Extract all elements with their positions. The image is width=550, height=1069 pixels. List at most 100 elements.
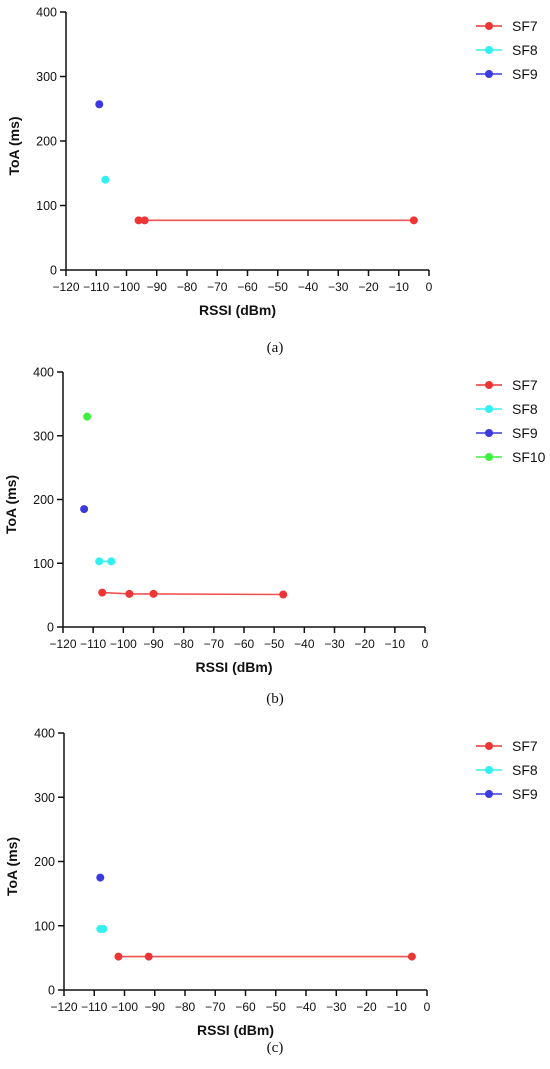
chart-2-y-tick-label: 400 xyxy=(34,727,55,741)
chart-0-data-point xyxy=(101,175,110,184)
chart-0-x-tick-label: −10 xyxy=(389,280,410,294)
chart-1-x-tick-label: −110 xyxy=(80,637,106,651)
chart-0-x-tick-label: −90 xyxy=(147,280,168,294)
chart-0-data-point xyxy=(409,216,418,225)
chart-1-x-tick-label: −40 xyxy=(294,637,315,651)
chart-0-x-tick-label: −60 xyxy=(237,280,258,294)
chart-2-x-tick-label: −100 xyxy=(111,1000,138,1014)
chart-1-series-line xyxy=(102,591,284,596)
chart-2-x-tick-label: −20 xyxy=(356,1000,377,1014)
chart-1-series-sf9 xyxy=(80,505,89,514)
chart-0-x-tick-label: 0 xyxy=(426,280,433,294)
chart-1-x-tick-label: −80 xyxy=(173,637,194,651)
chart-1-x-tick-label: −70 xyxy=(204,637,225,651)
chart-2-data-point xyxy=(96,873,105,882)
chart-0-legend-swatch-marker xyxy=(485,22,493,30)
chart-0-y-axis-label: ToA (ms) xyxy=(6,116,22,175)
chart-1-data-point xyxy=(95,557,104,566)
chart-1-y-tick-label: 200 xyxy=(33,493,54,507)
chart-0-data-point xyxy=(140,216,149,225)
chart-0-x-tick-label: −110 xyxy=(83,280,109,294)
chart-0-legend-label: SF7 xyxy=(512,18,538,34)
chart-2-y-tick-label: 0 xyxy=(48,984,55,998)
chart-0-y-tick-label: 400 xyxy=(36,6,57,20)
chart-0-x-tick-label: −30 xyxy=(328,280,349,294)
chart-0-x-axis-label: RSSI (dBm) xyxy=(199,302,276,318)
chart-2-legend-label: SF9 xyxy=(512,786,538,802)
chart-2-data-point xyxy=(114,952,123,961)
chart-1-y-tick-label: 300 xyxy=(33,429,54,443)
chart-1-y-tick-label: 100 xyxy=(33,557,54,571)
chart-0-legend-label: SF9 xyxy=(512,66,538,82)
chart-1-data-point xyxy=(279,590,288,599)
chart-0-x-tick-label: −80 xyxy=(177,280,198,294)
chart-0-x-tick-label: −40 xyxy=(298,280,319,294)
chart-0-data-point xyxy=(95,100,104,109)
chart-1-legend-label: SF8 xyxy=(512,401,538,417)
chart-2-data-point xyxy=(407,952,416,961)
chart-1-panel-label: (b) xyxy=(266,691,284,707)
chart-0-y-tick-label: 300 xyxy=(36,70,57,84)
chart-2-x-tick-label: −40 xyxy=(296,1000,317,1014)
chart-2-y-tick-label: 300 xyxy=(34,791,55,805)
chart-0-x-tick-label: −100 xyxy=(113,280,140,294)
chart-1-x-tick-label: −10 xyxy=(385,637,406,651)
chart-1-legend-swatch-marker xyxy=(485,381,493,389)
chart-0-y-tick-label: 0 xyxy=(50,264,57,278)
chart-0-data-point xyxy=(134,216,143,225)
chart-1-legend-label: SF10 xyxy=(512,449,546,465)
chart-0-series-sf9 xyxy=(95,100,104,109)
chart-1-data-point xyxy=(125,589,134,598)
chart-2-legend-swatch-marker xyxy=(485,742,493,750)
chart-0-y-tick-label: 100 xyxy=(36,199,57,213)
chart-1-data-point xyxy=(98,588,107,597)
chart-2-series-sf8 xyxy=(96,924,108,933)
chart-0-series-sf8 xyxy=(101,175,110,184)
chart-2-y-tick-label: 100 xyxy=(34,919,55,933)
chart-2-legend-label: SF7 xyxy=(512,738,538,754)
chart-2-x-tick-label: 0 xyxy=(424,1000,431,1014)
chart-0-legend-label: SF8 xyxy=(512,42,538,58)
chart-1-legend-label: SF7 xyxy=(512,377,538,393)
chart-1-data-point xyxy=(80,505,89,514)
chart-1-x-tick-label: −100 xyxy=(110,637,137,651)
chart-1-series-sf8 xyxy=(95,557,116,566)
chart-0-legend-swatch-marker xyxy=(485,46,493,54)
chart-2-x-tick-label: −60 xyxy=(235,1000,256,1014)
chart-1-data-point xyxy=(107,557,116,566)
chart-2-panel-label: (c) xyxy=(267,1040,284,1056)
chart-2-data-point xyxy=(144,952,153,961)
chart-0-series-sf7 xyxy=(134,216,418,225)
chart-1-legend-swatch-marker xyxy=(485,405,493,413)
chart-2-x-tick-label: −120 xyxy=(50,1000,77,1014)
chart-1-data-point xyxy=(149,589,158,598)
chart-1-x-tick-label: 0 xyxy=(422,637,429,651)
chart-1-series-sf7 xyxy=(98,588,288,599)
chart-2-legend-swatch-marker xyxy=(485,766,493,774)
chart-2-y-axis-label: ToA (ms) xyxy=(4,837,20,896)
chart-2-x-tick-label: −90 xyxy=(145,1000,166,1014)
chart-0-x-tick-label: −20 xyxy=(358,280,379,294)
chart-0-legend-swatch-marker xyxy=(485,70,493,78)
chart-1-legend-label: SF9 xyxy=(512,425,538,441)
chart-1-x-tick-label: −120 xyxy=(49,637,76,651)
chart-2-x-tick-label: −50 xyxy=(266,1000,287,1014)
chart-1-x-tick-label: −60 xyxy=(234,637,255,651)
chart-2-data-point xyxy=(99,924,108,933)
chart-0-x-tick-label: −120 xyxy=(52,280,79,294)
chart-1-legend-swatch-marker xyxy=(485,429,493,437)
chart-2-x-tick-label: −80 xyxy=(175,1000,196,1014)
chart-0-x-tick-label: −50 xyxy=(268,280,289,294)
chart-1-x-tick-label: −20 xyxy=(354,637,375,651)
chart-2-x-tick-label: −10 xyxy=(387,1000,408,1014)
chart-2-y-tick-label: 200 xyxy=(34,855,55,869)
chart-1-y-tick-label: 400 xyxy=(33,366,54,380)
chart-1-y-axis-label: ToA (ms) xyxy=(3,475,19,534)
chart-2-x-tick-label: −30 xyxy=(326,1000,347,1014)
chart-1-x-tick-label: −50 xyxy=(264,637,285,651)
